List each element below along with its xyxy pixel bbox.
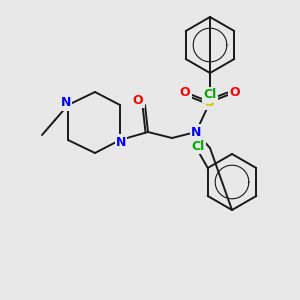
Text: O: O [230, 86, 240, 100]
Text: Cl: Cl [191, 140, 204, 152]
Text: O: O [133, 94, 143, 106]
Text: N: N [61, 97, 71, 110]
Text: N: N [116, 136, 126, 148]
Text: N: N [191, 125, 201, 139]
Text: S: S [205, 95, 215, 109]
Text: O: O [180, 86, 190, 100]
Text: Cl: Cl [203, 88, 217, 101]
